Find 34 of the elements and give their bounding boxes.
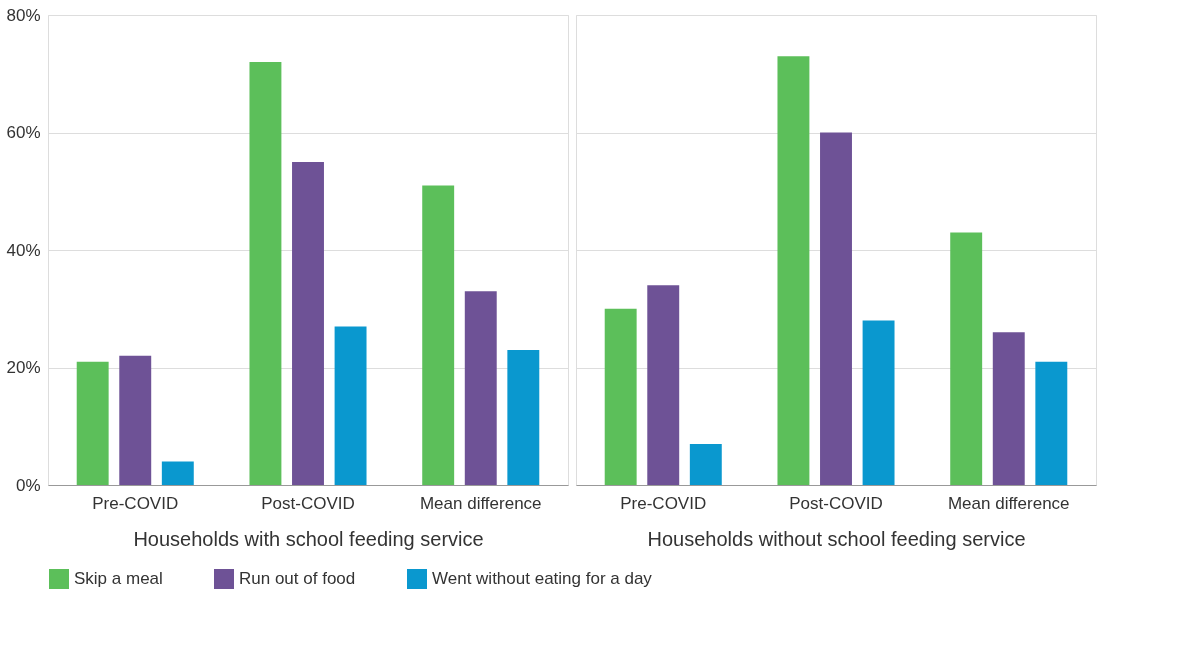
y-tick-label: 40% — [6, 240, 41, 260]
bar — [950, 232, 983, 485]
x-axis-title: Households without school feeding service — [647, 527, 1026, 550]
bar — [992, 332, 1025, 485]
bar — [161, 461, 194, 485]
x-tick-label: Mean difference — [947, 493, 1070, 513]
bar — [119, 355, 152, 485]
bar — [507, 349, 540, 485]
x-tick-label: Pre-COVID — [620, 493, 707, 513]
bar — [777, 56, 810, 485]
legend-label: Run out of food — [239, 569, 356, 588]
bar — [1035, 361, 1068, 485]
bar — [292, 161, 324, 485]
bar — [422, 185, 455, 485]
bar — [862, 320, 895, 485]
x-tick-label: Post-COVID — [261, 493, 355, 513]
bar — [647, 285, 680, 485]
y-tick-label: 0% — [15, 475, 41, 495]
bar — [249, 62, 282, 485]
y-tick-label: 20% — [6, 358, 41, 377]
bar — [334, 326, 367, 485]
bar — [689, 443, 722, 485]
bar — [464, 291, 497, 485]
bar — [76, 361, 109, 485]
x-tick-label: Mean difference — [419, 493, 542, 513]
x-axis-title: Households with school feeding service — [133, 527, 484, 550]
x-tick-label: Pre-COVID — [92, 493, 179, 513]
x-tick-label: Post-COVID — [789, 493, 883, 513]
bar — [820, 132, 852, 485]
y-tick-label: 80% — [6, 5, 41, 25]
legend-label: Went without eating for a day — [432, 569, 653, 588]
bar — [604, 308, 637, 485]
legend-label: Skip a meal — [74, 569, 163, 588]
y-tick-label: 60% — [6, 123, 41, 142]
